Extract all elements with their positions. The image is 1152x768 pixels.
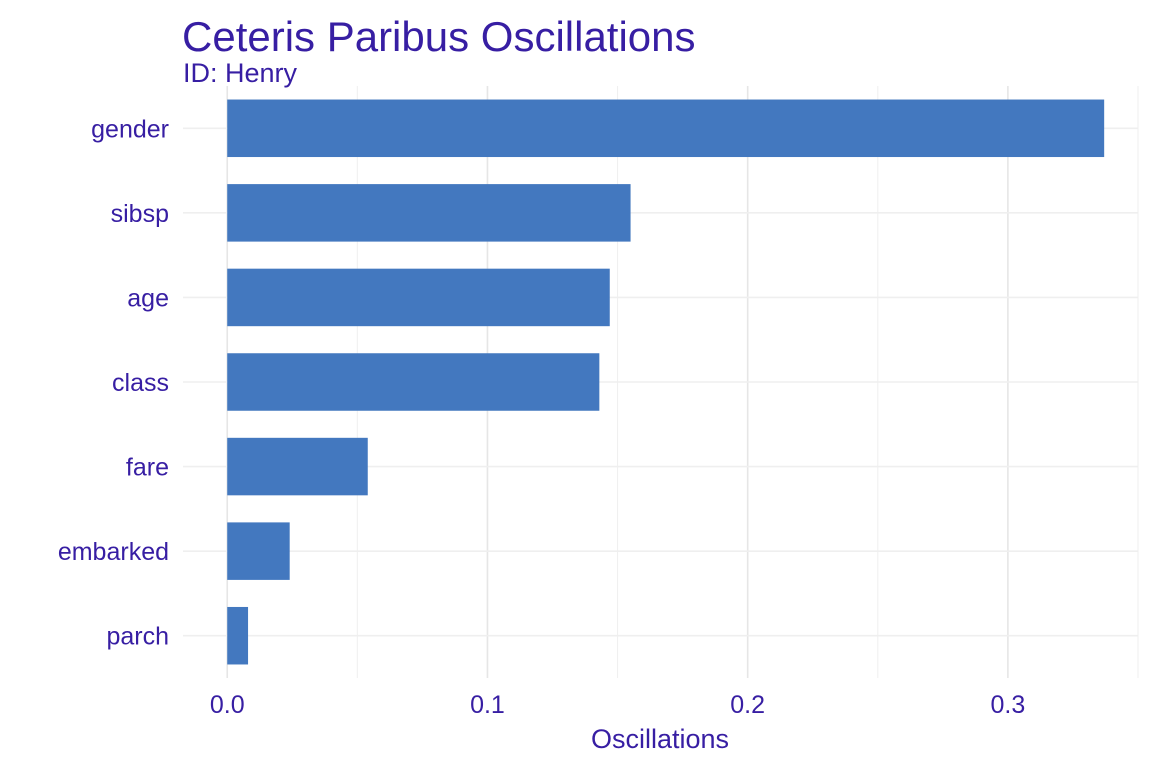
- y-tick-labels: gender sibsp age class fare embarked parch: [58, 115, 169, 650]
- chart-subtitle: ID: Henry: [183, 58, 298, 88]
- bar-class: [227, 353, 600, 411]
- bar-parch: [227, 606, 249, 665]
- y-tick-label: sibsp: [111, 200, 169, 228]
- y-tick-label: parch: [106, 623, 169, 651]
- x-tick-labels: 0.0 0.1 0.2 0.3: [210, 691, 1025, 719]
- y-tick-label: age: [127, 284, 169, 312]
- x-tick-label: 0.1: [470, 691, 505, 719]
- y-tick-label: class: [112, 369, 169, 397]
- y-tick-label: fare: [126, 454, 169, 482]
- x-tick-label: 0.3: [991, 691, 1026, 719]
- bar-fare: [227, 437, 368, 496]
- x-tick-label: 0.0: [210, 691, 245, 719]
- bar-sibsp: [227, 184, 631, 242]
- bars: [227, 99, 1105, 665]
- bar-embarked: [227, 522, 290, 580]
- y-tick-label: embarked: [58, 538, 169, 566]
- chart-title: Ceteris Paribus Oscillations: [182, 13, 696, 60]
- bar-age: [227, 268, 610, 327]
- x-axis-label: Oscillations: [591, 724, 729, 754]
- x-tick-label: 0.2: [730, 691, 765, 719]
- y-tick-label: gender: [91, 115, 169, 143]
- bar-gender: [227, 99, 1105, 158]
